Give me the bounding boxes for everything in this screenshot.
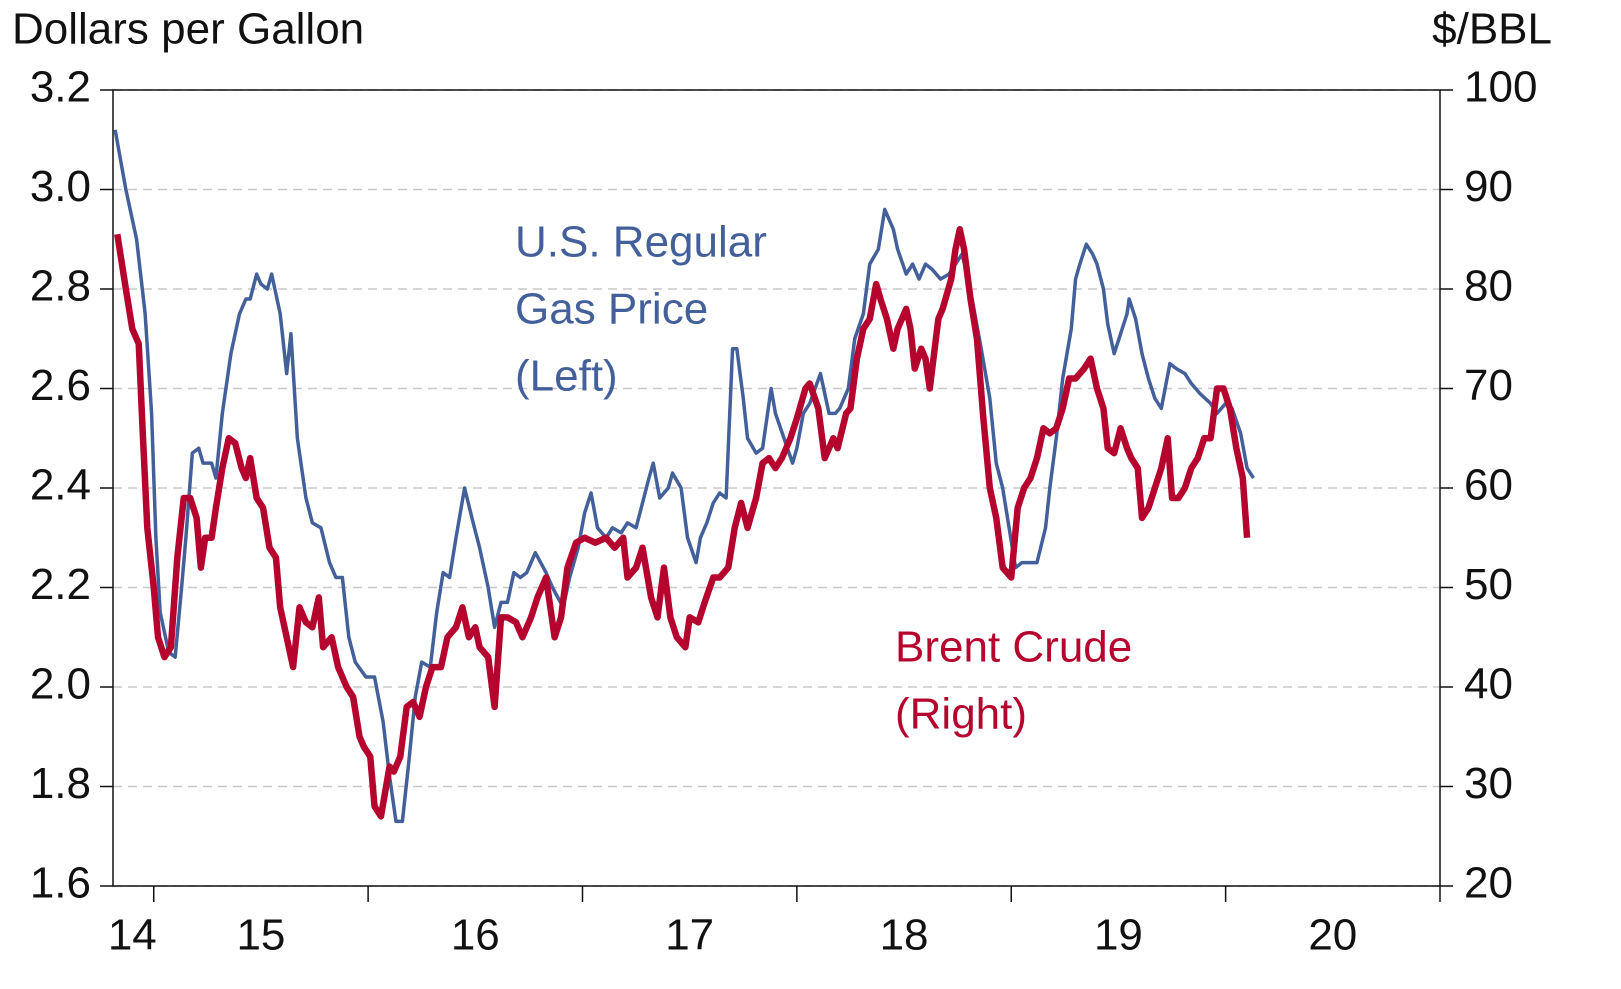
y-tick-label: 2.4 [30, 461, 91, 510]
y2-tick-label: 100 [1464, 63, 1537, 112]
y2-tick-label: 30 [1464, 759, 1513, 808]
y2-tick-label: 80 [1464, 262, 1513, 311]
y-tick-label: 3.0 [30, 162, 91, 211]
y2-tick-label: 40 [1464, 660, 1513, 709]
x-tick-label: 15 [236, 911, 285, 960]
series-line [113, 129, 1255, 824]
series-annotation: (Right) [895, 690, 1027, 739]
y2-axis-label: $/BBL [1432, 5, 1552, 54]
x-tick-label: 14 [108, 911, 157, 960]
y2-tick-label: 20 [1464, 859, 1513, 908]
y2-tick-label: 60 [1464, 461, 1513, 510]
y-axis-label: Dollars per Gallon [12, 5, 364, 54]
y-tick-label: 2.0 [30, 660, 91, 709]
x-tick-label: 20 [1308, 911, 1357, 960]
x-tick-label: 19 [1094, 911, 1143, 960]
x-tick-label: 17 [665, 911, 714, 960]
y-tick-label: 2.6 [30, 361, 91, 410]
series-line [114, 226, 1251, 820]
y-tick-label: 2.8 [30, 262, 91, 311]
y-tick-label: 3.2 [30, 63, 91, 112]
series-annotation: (Left) [515, 352, 618, 401]
y2-tick-label: 50 [1464, 560, 1513, 609]
plot-frame [112, 89, 1441, 887]
y2-tick-label: 90 [1464, 162, 1513, 211]
series-annotation: Gas Price [515, 285, 708, 334]
series-annotation: U.S. Regular [515, 218, 767, 267]
y-tick-label: 1.8 [30, 759, 91, 808]
x-tick-label: 16 [451, 911, 500, 960]
y-tick-label: 1.6 [30, 859, 91, 908]
y2-tick-label: 70 [1464, 361, 1513, 410]
series-annotation: Brent Crude [895, 623, 1132, 672]
y-tick-label: 2.2 [30, 560, 91, 609]
x-tick-label: 18 [880, 911, 929, 960]
